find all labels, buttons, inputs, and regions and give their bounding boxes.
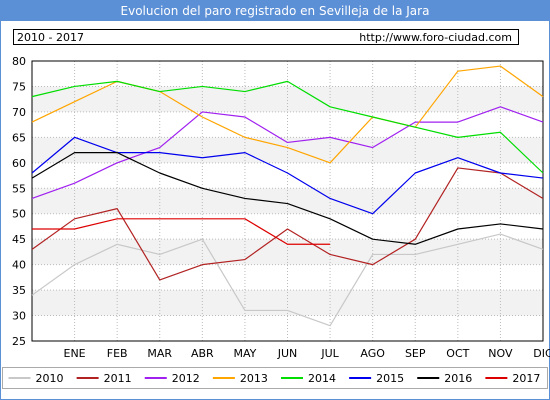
y-tick-label: 70 (12, 106, 26, 119)
legend-label-2013: 2013 (240, 372, 268, 385)
legend-label-2014: 2014 (308, 372, 336, 385)
plot-border (31, 60, 544, 342)
band (32, 239, 543, 265)
y-tick-label: 80 (12, 55, 26, 68)
legend-label-2017: 2017 (512, 372, 540, 385)
source-url: http://www.foro-ciudad.com (359, 31, 512, 44)
y-tick-label: 50 (12, 208, 26, 221)
y-tick-label: 45 (12, 233, 26, 246)
band (32, 137, 543, 163)
series-line-2012 (31, 106, 544, 200)
x-axis: ENE FEB MAR ABR MAY JUN JUL AGO SEP OCT NOV DIC (64, 347, 550, 360)
chart-title: Evolucion del paro registrado en Seville… (121, 4, 430, 18)
y-tick-label: 35 (12, 284, 26, 297)
info-box (13, 29, 519, 45)
series-lines (31, 65, 544, 327)
x-tick-label: FEB (107, 347, 128, 360)
band (32, 188, 543, 214)
x-tick-label: ABR (191, 347, 214, 360)
x-tick-label: JUN (277, 347, 298, 360)
band (32, 86, 543, 112)
x-tick-label: OCT (446, 347, 469, 360)
y-tick-label: 40 (12, 259, 26, 272)
x-tick-label: JUL (320, 347, 339, 360)
series-line-2014 (31, 80, 544, 174)
series-line-2010 (31, 233, 544, 327)
plot-area: 25 30 35 40 45 50 55 60 65 70 75 80 ENE FEB MAR ABR MAY… (12, 55, 550, 360)
legend: 2010 2011 2012 2013 2014 2015 2016 2017 (8, 372, 540, 385)
series-line-2017 (32, 218, 331, 245)
x-tick-label: DIC (533, 347, 550, 360)
legend-label-2010: 2010 (36, 372, 64, 385)
legend-label-2012: 2012 (172, 372, 200, 385)
x-tick-label: SEP (405, 347, 426, 360)
period-label: 2010 - 2017 (17, 31, 84, 44)
y-tick-label: 60 (12, 157, 26, 170)
series-line-2016 (31, 152, 544, 245)
title-bar (1, 1, 549, 21)
x-tick-label: AGO (360, 347, 385, 360)
y-tick-label: 55 (12, 182, 26, 195)
x-tick-label: MAR (147, 347, 172, 360)
series-line-2011 (31, 167, 544, 281)
legend-label-2016: 2016 (444, 372, 472, 385)
x-tick-label: ENE (64, 347, 86, 360)
legend-label-2011: 2011 (104, 372, 132, 385)
legend-box (2, 367, 548, 389)
y-tick-label: 75 (12, 80, 26, 93)
x-tick-label: NOV (488, 347, 513, 360)
x-tick-label: MAY (233, 347, 256, 360)
band (32, 290, 543, 316)
y-axis: 25 30 35 40 45 50 55 60 65 70 75 80 (12, 55, 26, 348)
legend-label-2015: 2015 (376, 372, 404, 385)
y-tick-label: 65 (12, 131, 26, 144)
y-tick-label: 25 (12, 335, 26, 348)
y-tick-label: 30 (12, 310, 26, 323)
